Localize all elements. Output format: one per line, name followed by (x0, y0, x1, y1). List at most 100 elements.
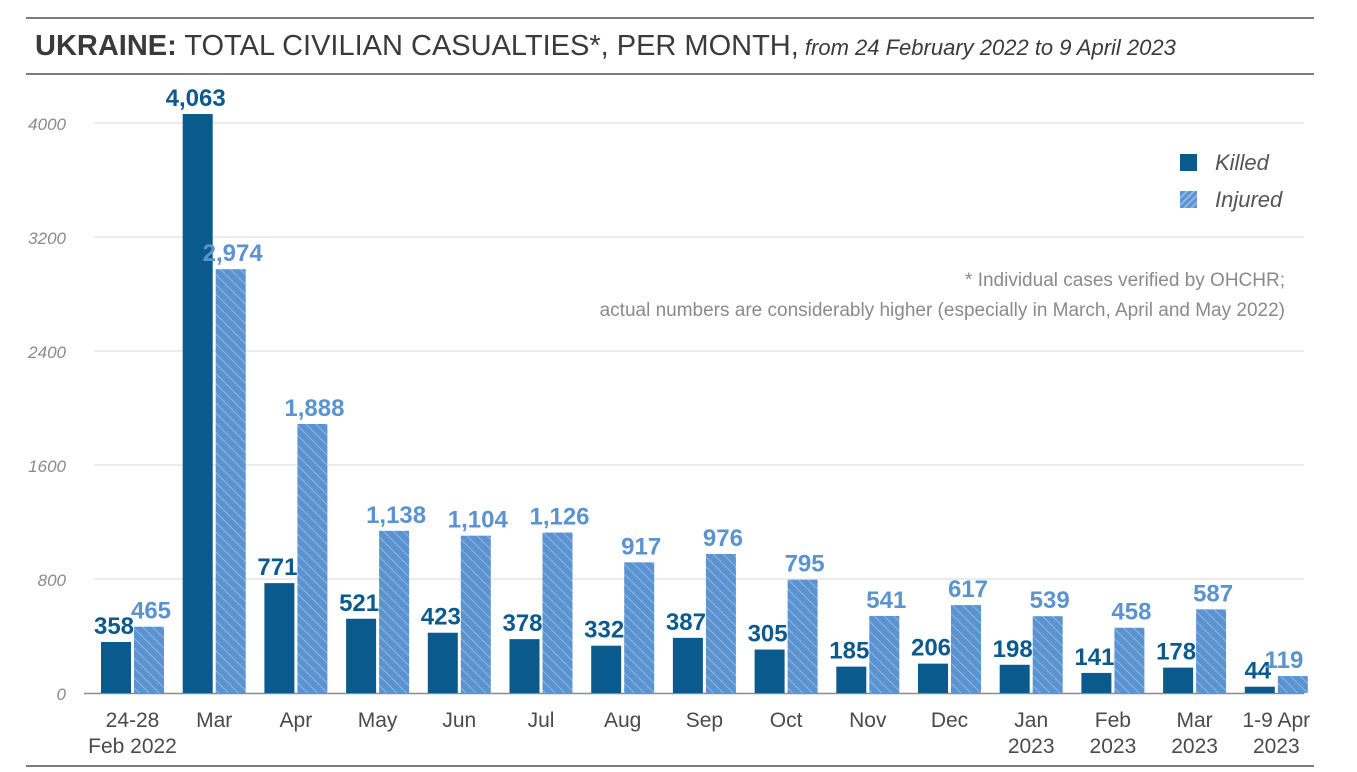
data-label-killed: 358 (94, 613, 134, 640)
bar-killed (918, 663, 948, 693)
bar-injured (460, 535, 491, 693)
bar-injured (379, 530, 410, 693)
y-tick-label: 800 (38, 571, 67, 590)
bar-killed (101, 641, 131, 693)
x-tick-label: 24-28 (106, 709, 160, 732)
legend-item-injured: Injured (1180, 181, 1282, 218)
bar-killed (509, 639, 540, 693)
legend-label-killed: Killed (1215, 149, 1269, 175)
data-label-killed: 206 (911, 635, 951, 662)
legend-item-killed: Killed (1180, 144, 1282, 181)
data-label-killed: 44 (1244, 658, 1271, 685)
legend: Killed Injured (1180, 144, 1282, 218)
bottom-rule (26, 765, 1314, 767)
data-label-injured: 976 (703, 525, 743, 552)
data-label-injured: 539 (1030, 587, 1070, 614)
data-label-killed: 378 (502, 610, 542, 637)
bar-injured (1277, 676, 1308, 693)
data-label-killed: 185 (829, 638, 869, 665)
x-tick-label: May (358, 709, 398, 732)
data-label-killed: 423 (421, 604, 461, 631)
bar-injured (1032, 616, 1063, 693)
data-label-injured: 2,974 (203, 240, 264, 267)
x-tick-label: Mar (1177, 709, 1213, 732)
title-rule (26, 73, 1314, 75)
bar-killed (264, 583, 295, 693)
x-tick-label: 1-9 Apr (1242, 709, 1310, 732)
bar-injured (297, 423, 328, 693)
y-tick-label: 2400 (27, 343, 66, 362)
footnote-line-2: actual numbers are considerably higher (… (599, 300, 1285, 321)
bar-injured (134, 626, 164, 693)
bar-killed (346, 618, 377, 693)
bar-injured (705, 553, 736, 693)
x-tick-label: Sep (686, 709, 723, 732)
data-label-injured: 541 (866, 587, 906, 614)
x-tick-label: 2023 (1090, 735, 1137, 758)
data-label-injured: 1,126 (529, 504, 589, 531)
bar-killed (1163, 667, 1194, 693)
bar-killed (1244, 686, 1275, 693)
x-tick-label: 2023 (1171, 735, 1218, 758)
data-label-injured: 795 (785, 551, 825, 578)
data-label-killed: 387 (666, 609, 706, 636)
y-tick-label: 4000 (28, 115, 66, 134)
x-tick-label: Apr (280, 709, 313, 732)
data-label-injured: 119 (1265, 647, 1304, 674)
bar-killed (836, 666, 867, 693)
top-rule (26, 17, 1314, 19)
x-tick-label: Aug (604, 709, 641, 732)
data-label-killed: 521 (339, 590, 379, 617)
bar-killed (672, 637, 703, 693)
data-label-injured: 617 (948, 576, 988, 603)
bar-injured (787, 579, 818, 693)
data-label-injured: 1,138 (366, 502, 426, 529)
data-label-injured: 587 (1193, 580, 1233, 607)
bar-killed (754, 649, 785, 693)
footnote: * Individual cases verified by OHCHR; ac… (600, 266, 1285, 326)
y-tick-label: 3200 (28, 229, 66, 248)
bar-killed (427, 632, 458, 693)
y-tick-label: 1600 (28, 457, 66, 476)
x-tick-label: Jan (1014, 709, 1048, 732)
bar-injured (1196, 609, 1227, 693)
bar-injured (1114, 627, 1145, 693)
x-tick-label: Nov (849, 709, 887, 732)
data-label-killed: 771 (257, 554, 297, 581)
legend-swatch-killed (1180, 154, 1197, 171)
bar-injured (869, 615, 900, 693)
x-tick-label: Oct (770, 709, 803, 732)
title-subtitle: from 24 February 2022 to 9 April 2023 (798, 35, 1176, 60)
data-label-injured: 465 (131, 598, 171, 625)
bar-injured (624, 562, 655, 693)
legend-label-injured: Injured (1215, 186, 1283, 212)
data-label-killed: 305 (748, 621, 788, 648)
bar-killed (591, 645, 622, 693)
x-tick-label: Feb (1095, 709, 1131, 732)
data-label-killed: 332 (584, 617, 624, 644)
data-label-killed: 178 (1156, 639, 1196, 666)
data-label-injured: 917 (621, 533, 661, 560)
bar-killed (1081, 672, 1112, 693)
data-label-killed: 198 (993, 636, 1033, 663)
bar-injured (951, 605, 981, 693)
chart-title: UKRAINE: TOTAL CIVILIAN CASUALTIES*, PER… (35, 30, 1176, 63)
x-tick-label: Jun (442, 709, 476, 732)
x-tick-label: 2023 (1253, 735, 1300, 758)
x-tick-label: Feb 2022 (88, 735, 177, 758)
title-main: TOTAL CIVILIAN CASUALTIES*, PER MONTH, (176, 30, 799, 62)
x-tick-label: 2023 (1008, 735, 1055, 758)
data-label-killed: 141 (1074, 644, 1114, 671)
data-label-injured: 458 (1111, 599, 1151, 626)
footnote-line-1: * Individual cases verified by OHCHR; (965, 270, 1285, 291)
bar-injured (215, 269, 246, 693)
x-tick-label: Jul (528, 709, 555, 732)
x-tick-label: Dec (931, 709, 968, 732)
legend-swatch-injured (1180, 191, 1197, 208)
bar-killed (999, 664, 1030, 693)
y-tick-label: 0 (57, 685, 67, 704)
data-label-injured: 1,888 (284, 395, 344, 422)
data-label-injured: 1,104 (448, 507, 509, 534)
bar-injured (542, 532, 573, 693)
